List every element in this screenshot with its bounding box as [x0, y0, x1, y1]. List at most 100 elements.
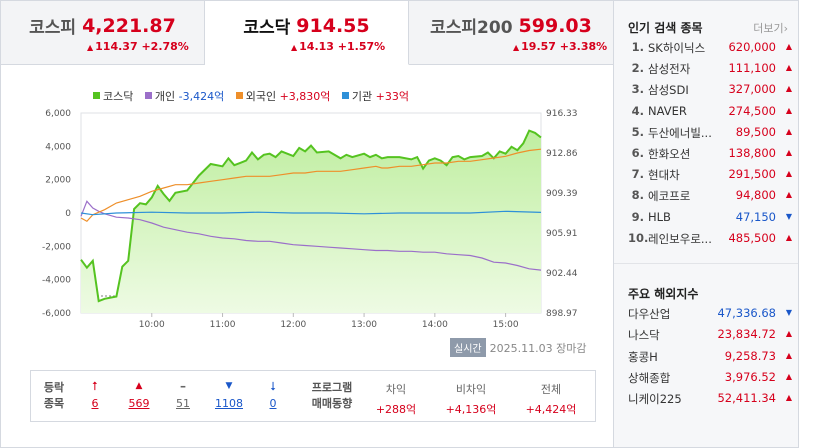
count-value[interactable]: 6 [91, 397, 99, 410]
breadth-label-line1: 등락 [43, 381, 65, 394]
overseas-index-item[interactable]: 니케이225 52,411.34 ▲ [628, 391, 796, 412]
count-value[interactable]: 1108 [215, 397, 243, 410]
up-count[interactable]: ▲ 569 [123, 379, 155, 410]
popular-stock-item[interactable]: 4. NAVER 274,500 ▲ [628, 104, 796, 125]
up-triangle-icon: ▲ [785, 350, 792, 360]
popular-stock-item[interactable]: 9. HLB 47,150 ▼ [628, 210, 796, 231]
legend-kosdaq: 코스닥 [93, 90, 133, 103]
flat-count[interactable]: – 51 [169, 379, 197, 410]
timestamp-date: 2025.11.03 [489, 342, 553, 355]
popular-stock-item[interactable]: 8. 에코프로 94,800 ▲ [628, 188, 796, 209]
realtime-badge: 실시간 [450, 338, 486, 357]
stock-name[interactable]: 한화오션 [648, 146, 691, 161]
legend-value: +3,830억 [279, 90, 331, 103]
right-axis-tick-label: 902.44 [546, 269, 578, 279]
up-triangle-icon: ▲ [785, 169, 792, 179]
rank: 10. [628, 230, 649, 245]
tab-price: 914.55 [296, 14, 370, 37]
legend-label: 개인 [154, 90, 176, 103]
tab-kospi200[interactable]: 코스피200 599.03 ▲ 19.57 +3.38% [409, 1, 613, 65]
index-price: 23,834.72 [717, 327, 776, 342]
stock-price: 485,500 [728, 230, 776, 245]
popular-stock-item[interactable]: 10. 레인보우로... 485,500 ▲ [628, 231, 796, 252]
stock-name[interactable]: 레인보우로... [648, 231, 712, 246]
tab-kospi[interactable]: 코스피 4,221.87 ▲ 114.37 +2.78% [1, 1, 205, 65]
tab-price: 4,221.87 [82, 14, 176, 37]
overseas-index-item[interactable]: 상해종합 3,976.52 ▲ [628, 370, 796, 391]
overseas-index-item[interactable]: 나스닥 23,834.72 ▲ [628, 327, 796, 348]
program-total: 전체 +4,424억 [516, 381, 586, 417]
tab-pct: +3.38% [559, 40, 608, 53]
stock-price: 138,800 [728, 145, 776, 160]
down-triangle-icon: ▼ [225, 381, 233, 391]
stock-name[interactable]: SK하이닉스 [648, 41, 706, 55]
program-label-line2: 매매동향 [311, 397, 353, 410]
popular-stock-item[interactable]: 3. 삼성SDI 327,000 ▲ [628, 82, 796, 103]
legend-label: 코스닥 [103, 90, 134, 103]
overseas-index-item[interactable]: 다우산업 47,336.68 ▼ [628, 306, 796, 327]
lower-limit-count[interactable]: ⭣ 0 [261, 379, 285, 410]
right-axis-tick-label: 898.97 [546, 309, 578, 319]
up-triangle-icon: ▲ [785, 63, 792, 73]
down-count[interactable]: ▼ 1108 [211, 379, 247, 410]
upper-limit-count[interactable]: ⭡ 6 [83, 379, 107, 410]
left-axis-tick-label: 6,000 [45, 109, 71, 119]
tab-pct: +2.78% [141, 40, 189, 53]
down-triangle-icon: ▼ [785, 211, 792, 221]
kosdaq-line [80, 129, 542, 303]
up-triangle-icon: ▲ [785, 105, 792, 115]
index-name[interactable]: 상해종합 [628, 370, 671, 385]
left-axis-tick-label: -6,000 [42, 309, 71, 319]
index-name[interactable]: 다우산업 [628, 307, 671, 321]
x-axis-tick-label: 15:00 [493, 320, 519, 330]
program-label: 프로그램 매매동향 [307, 380, 357, 412]
market-breadth-box: 등락 종목 ⭡ 6 ▲ 569 –51 ▼ 1108 ⭣ 0 프로그램 매매동향 차익 +28… [30, 370, 596, 422]
stock-name[interactable]: 삼성SDI [648, 83, 689, 98]
stock-name[interactable]: 삼성전자 [648, 62, 691, 77]
non-arbitrage: 비차익 +4,136억 [436, 381, 506, 417]
stock-name[interactable]: NAVER [648, 103, 687, 118]
overseas-index-item[interactable]: 홍콩H 9,258.73 ▲ [628, 349, 796, 370]
left-axis-tick-label: 2,000 [45, 176, 71, 186]
up-triangle-icon: ▲ [135, 381, 143, 391]
stock-price: 94,800 [735, 188, 776, 203]
count-value[interactable]: 0 [269, 397, 277, 410]
chart-legend: 코스닥 개인 -3,424억 외국인 +3,830억 기관 +33억 [93, 88, 417, 104]
popular-stock-item[interactable]: 6. 한화오션 138,800 ▲ [628, 146, 796, 167]
x-axis-tick-label: 14:00 [422, 320, 448, 330]
index-name[interactable]: 나스닥 [628, 328, 660, 343]
popular-stock-item[interactable]: 5. 두산에너빌... 89,500 ▲ [628, 125, 796, 146]
popular-title: 인기 검색 종목 [628, 21, 703, 35]
up-triangle-icon: ▲ [785, 232, 792, 242]
up-triangle-icon: ▲ [785, 84, 792, 94]
arbitrage: 차익 +288억 [371, 381, 421, 417]
count-value[interactable]: 569 [128, 397, 150, 410]
more-label[interactable]: 더보기 [753, 22, 784, 35]
x-axis-tick-label: 11:00 [210, 320, 236, 330]
count-value[interactable]: 51 [176, 397, 190, 410]
stock-name[interactable]: 현대차 [648, 168, 680, 183]
stock-name[interactable]: 두산에너빌... [648, 125, 712, 140]
legend-institution: 기관 +33억 [341, 90, 409, 103]
stock-name[interactable]: HLB [648, 209, 671, 224]
popular-stock-item[interactable]: 2. 삼성전자 111,100 ▲ [628, 61, 796, 82]
series-line-외국인 [80, 148, 542, 223]
stock-price: 291,500 [728, 167, 776, 182]
legend-swatch [341, 92, 349, 99]
index-name[interactable]: 니케이225 [628, 392, 682, 407]
stock-name[interactable]: 에코프로 [648, 189, 691, 204]
legend-label: 외국인 [245, 90, 277, 103]
timestamp: 실시간 2025.11.03 장마감 [450, 338, 586, 357]
legend-label: 기관 [351, 90, 373, 103]
popular-stock-item[interactable]: 1. SK하이닉스 620,000 ▲ [628, 40, 796, 61]
more-link[interactable]: 더보기› [753, 20, 788, 36]
up-triangle-icon: ▲ [785, 329, 792, 339]
tab-kosdaq[interactable]: 코스닥 914.55 ▲ 14.13 +1.57% [205, 1, 409, 65]
popular-stock-item[interactable]: 7. 현대차 291,500 ▲ [628, 167, 796, 188]
index-price: 47,336.68 [717, 306, 776, 320]
x-axis-tick-label: 12:00 [280, 320, 306, 330]
up-triangle-icon: ▲ [785, 190, 792, 200]
non-arbitrage-value: +4,136억 [445, 403, 497, 416]
up-triangle-icon: ▲ [513, 43, 520, 52]
index-name[interactable]: 홍콩H [628, 349, 658, 364]
